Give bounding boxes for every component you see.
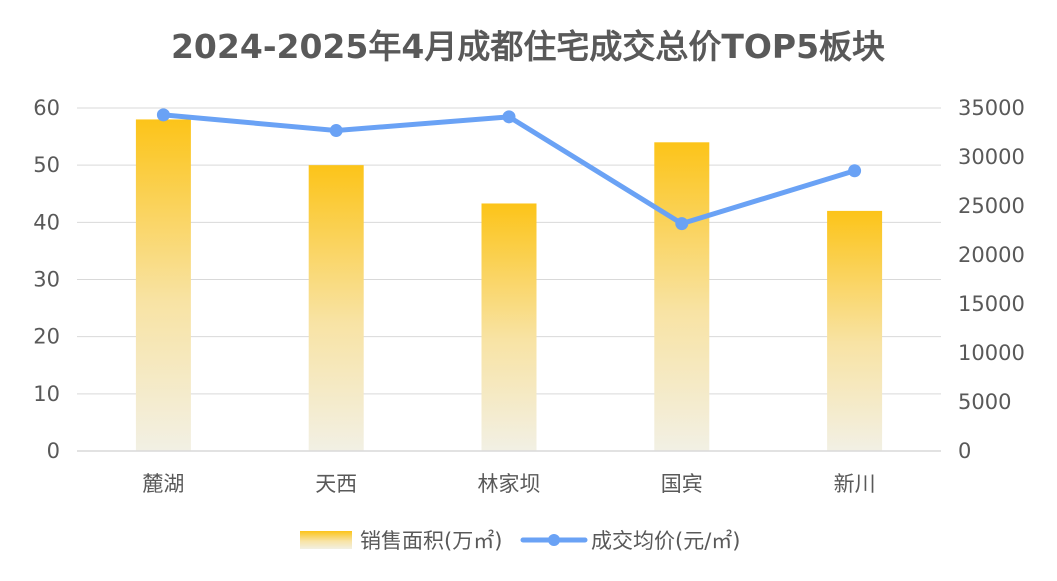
chart-title: 2024-2025年4月成都住宅成交总价TOP5板块 <box>171 27 885 66</box>
y-right-tick-label: 10000 <box>958 341 1025 365</box>
bar <box>135 119 191 451</box>
bar <box>654 142 710 452</box>
y-left-tick-label: 50 <box>33 153 60 177</box>
x-tick-label: 国宾 <box>661 472 703 496</box>
bar <box>308 165 364 451</box>
legend-bar-label: 销售面积(万㎡) <box>360 529 502 553</box>
legend-line-label: 成交均价(元/㎡) <box>591 529 740 553</box>
x-tick-label: 林家坝 <box>478 472 541 496</box>
y-right-tick-label: 35000 <box>958 96 1025 120</box>
y-left-tick-label: 60 <box>33 96 60 120</box>
x-tick-label: 新川 <box>834 472 876 496</box>
y-left-tick-label: 0 <box>47 439 60 463</box>
y-right-tick-label: 5000 <box>958 390 1011 414</box>
x-axis: 麓湖 天西 林家坝 国宾 新川 <box>77 450 941 496</box>
y-axis-left: 0 10 20 30 40 50 60 <box>33 96 60 463</box>
legend-line-marker <box>548 534 560 546</box>
y-right-tick-label: 0 <box>958 439 971 463</box>
y-right-tick-label: 30000 <box>958 145 1025 169</box>
line-point <box>329 124 343 138</box>
y-left-tick-label: 20 <box>33 325 60 349</box>
y-right-tick-label: 20000 <box>958 243 1025 267</box>
y-right-tick-label: 25000 <box>958 194 1025 218</box>
y-axis-right: 0 5000 10000 15000 20000 25000 30000 35000 <box>958 96 1025 463</box>
y-left-tick-label: 40 <box>33 210 60 234</box>
x-tick-label: 麓湖 <box>142 472 184 496</box>
line-point <box>848 164 862 178</box>
y-left-tick-label: 30 <box>33 268 60 292</box>
bar <box>827 210 883 451</box>
line-point <box>156 108 170 122</box>
x-tick-label: 天西 <box>315 472 357 496</box>
line-point <box>502 110 516 124</box>
line-series <box>156 108 862 231</box>
y-left-tick-label: 10 <box>33 382 60 406</box>
bar <box>481 203 537 451</box>
line-point <box>675 217 689 231</box>
bar-series <box>135 119 883 452</box>
legend: 销售面积(万㎡) 成交均价(元/㎡) <box>300 529 740 553</box>
y-right-tick-label: 15000 <box>958 292 1025 316</box>
legend-bar-swatch <box>300 531 352 549</box>
